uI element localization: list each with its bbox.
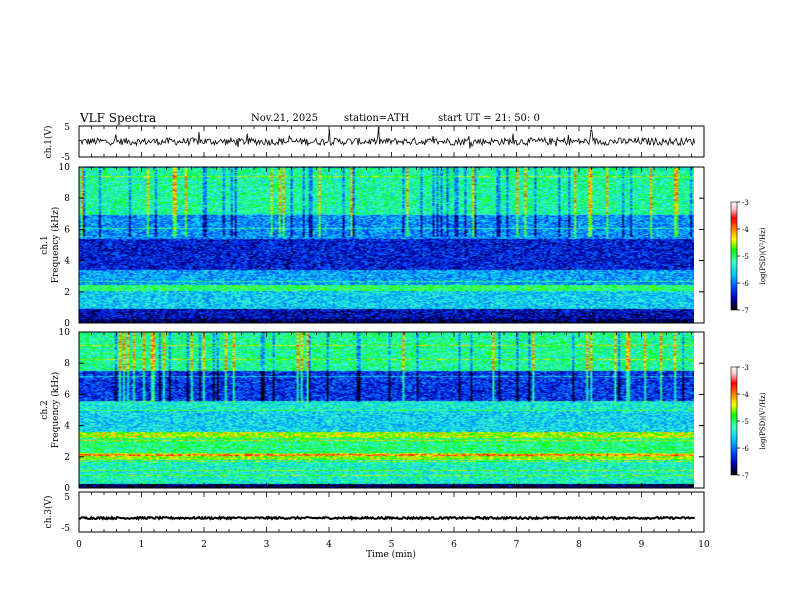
ch2-colorbar: -3 -4 -5 -6 -7 log(PSD)(V²/Hz) xyxy=(730,364,767,480)
time-tick-label: 9 xyxy=(639,540,645,550)
figure-title: VLF Spectra xyxy=(80,111,157,125)
freq-tick-label: 0 xyxy=(64,319,70,329)
ch2-colorbar-scale xyxy=(730,366,738,476)
ch1-spectrogram-panel: 0 2 4 6 8 10 Frequency (kHz) ch.1 xyxy=(40,163,705,329)
freq-tick-label: 10 xyxy=(59,163,71,173)
ch1-channel-label: ch.1 xyxy=(40,235,50,254)
colorbar-tick-label: -4 xyxy=(742,391,749,399)
time-tick-label: 3 xyxy=(264,540,270,550)
ch1-colorbar-label: log(PSD)(V²/Hz) xyxy=(759,227,767,284)
ch1-ytick-bottom: -5 xyxy=(61,153,70,163)
time-tick-label: 8 xyxy=(576,540,582,550)
date-label: Nov.21, 2025 xyxy=(251,113,318,124)
ch1-ylabel: ch.1(V) xyxy=(43,126,54,159)
ch3-ylabel: ch.3(V) xyxy=(43,496,54,529)
colorbar-tick-label: -3 xyxy=(742,199,749,207)
time-tick-label: 6 xyxy=(451,540,457,550)
ch2-freq-ylabel: Frequency (kHz) xyxy=(50,372,61,449)
time-tick-label: 0 xyxy=(76,540,82,550)
ch2-spectrogram-image xyxy=(79,332,694,488)
ch2-channel-label: ch.2 xyxy=(40,400,50,419)
ch1-colorbar: -3 -4 -5 -6 -7 log(PSD)(V²/Hz) xyxy=(730,199,767,315)
time-axis-ticks: 0 1 2 3 4 5 6 7 8 9 10 xyxy=(76,126,710,550)
ch1-colorbar-scale xyxy=(730,201,738,311)
colorbar-tick-label: -5 xyxy=(742,418,749,426)
start-time-label: start UT = 21: 50: 0 xyxy=(438,113,540,124)
freq-tick-label: 2 xyxy=(64,288,70,298)
ch3-waveform-line xyxy=(78,515,696,521)
ch1-waveform-line xyxy=(78,126,695,149)
colorbar-tick-label: -5 xyxy=(742,253,749,261)
freq-tick-label: 4 xyxy=(64,257,70,267)
ch1-freq-ticks: 0 2 4 6 8 10 xyxy=(59,163,704,329)
colorbar-tick-label: -4 xyxy=(742,226,749,234)
ch3-waveform-panel: 5 -5 ch.3(V) xyxy=(43,491,705,534)
time-tick-label: 5 xyxy=(389,540,395,550)
freq-tick-label: 0 xyxy=(64,484,70,494)
freq-tick-label: 6 xyxy=(64,225,70,235)
ch1-waveform-panel: 5 -5 ch.1(V) xyxy=(43,123,705,163)
ch2-colorbar-label: log(PSD)(V²/Hz) xyxy=(759,392,767,449)
time-tick-label: 4 xyxy=(326,540,332,550)
ch3-ytick-bottom: -5 xyxy=(61,524,70,534)
freq-tick-label: 2 xyxy=(64,453,70,463)
colorbar-tick-label: -3 xyxy=(742,364,749,372)
ch3-waveform-frame xyxy=(78,491,705,533)
time-axis-label: Time (min) xyxy=(366,549,416,560)
time-tick-label: 10 xyxy=(698,540,710,550)
freq-tick-label: 6 xyxy=(64,390,70,400)
colorbar-tick-label: -7 xyxy=(742,307,749,315)
ch2-spectrogram-panel: 0 2 4 6 8 10 Frequency (kHz) ch.2 xyxy=(40,328,705,494)
freq-tick-label: 10 xyxy=(59,328,71,338)
colorbar-tick-label: -6 xyxy=(742,445,749,453)
ch1-ytick-top: 5 xyxy=(64,123,70,133)
ch1-spectrogram-image xyxy=(79,167,694,323)
ch2-freq-ticks: 0 2 4 6 8 10 xyxy=(59,328,704,494)
colorbar-tick-label: -6 xyxy=(742,280,749,288)
time-tick-label: 1 xyxy=(139,540,145,550)
time-tick-label: 7 xyxy=(514,540,520,550)
ch1-colorbar-ticks: -3 -4 -5 -6 -7 xyxy=(737,199,749,315)
station-label: station=ATH xyxy=(344,113,410,124)
ch1-freq-ylabel: Frequency (kHz) xyxy=(50,207,61,284)
freq-tick-label: 4 xyxy=(64,422,70,432)
colorbar-tick-label: -7 xyxy=(742,472,749,480)
ch2-colorbar-ticks: -3 -4 -5 -6 -7 xyxy=(737,364,749,480)
time-tick-label: 2 xyxy=(201,540,207,550)
ch3-ytick-top: 5 xyxy=(64,493,70,503)
freq-tick-label: 8 xyxy=(64,194,70,204)
freq-tick-label: 8 xyxy=(64,359,70,369)
